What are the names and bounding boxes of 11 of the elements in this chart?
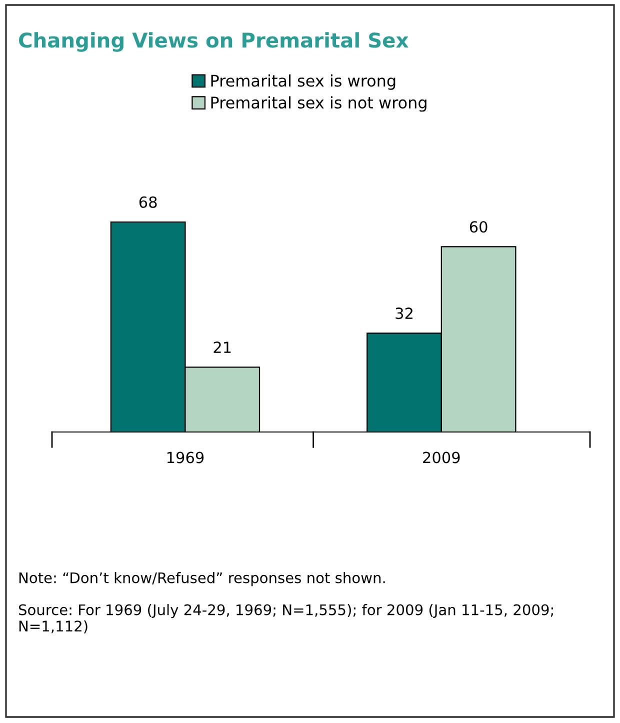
x-tick-label: 1969 (167, 452, 204, 464)
chart-title: Changing Views on Premarital Sex (19, 32, 408, 52)
data-label: 21 (214, 342, 231, 353)
x-tick-label: 2009 (423, 452, 460, 464)
text: Note: “Don’t know/Refused” responses not shown. (19, 572, 385, 586)
data-label: 60 (470, 221, 488, 233)
data-label: 32 (396, 308, 412, 320)
legend-label: Premarital sex is wrong (211, 74, 396, 90)
data-label: 68 (139, 196, 157, 208)
source-note: Source: For 1969 (July 24-29, 1969; N=1,555); for 2009 (Jan 11-15, 2009; N=1,112) (18, 604, 553, 634)
legend-label: Premarital sex is not wrong (211, 96, 426, 112)
